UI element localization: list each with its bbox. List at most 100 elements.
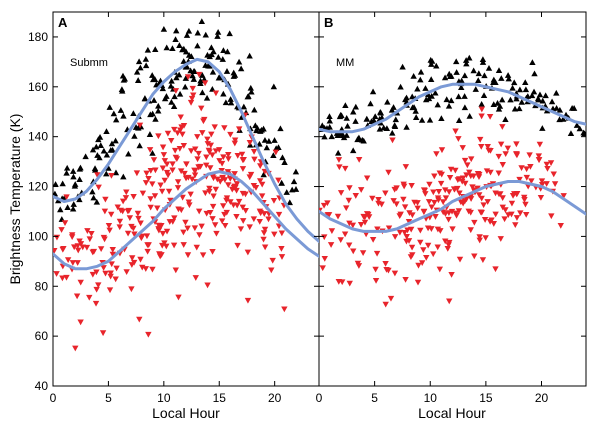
- triangle-down-point-panel-b: [467, 209, 474, 216]
- triangle-down-point-panel-a: [159, 144, 167, 151]
- triangle-down-point-panel-a: [74, 260, 81, 266]
- triangle-up-point-panel-a: [125, 150, 132, 157]
- triangle-down-point-panel-b: [360, 213, 367, 220]
- triangle-down-point-panel-b: [396, 229, 404, 236]
- triangle-down-point-panel-a: [244, 249, 252, 256]
- triangle-up-point-panel-a: [191, 68, 198, 74]
- triangle-up-point-panel-a: [82, 153, 89, 160]
- triangle-up-point-panel-a: [194, 42, 201, 49]
- triangle-up-point-panel-a: [183, 32, 191, 38]
- triangle-down-point-panel-a: [86, 236, 94, 243]
- triangle-up-point-panel-b: [496, 102, 504, 109]
- triangle-up-point-panel-a: [53, 190, 59, 197]
- triangle-down-point-panel-b: [336, 164, 343, 171]
- triangle-up-point-panel-b: [534, 95, 542, 102]
- triangle-up-point-panel-b: [475, 77, 482, 83]
- triangle-up-point-panel-a: [246, 52, 253, 59]
- triangle-down-point-panel-b: [431, 173, 438, 180]
- triangle-up-point-panel-b: [490, 76, 498, 83]
- triangle-up-point-panel-b: [418, 116, 426, 123]
- triangle-down-point-panel-a: [164, 130, 172, 137]
- triangle-up-point-panel-a: [146, 131, 154, 137]
- triangle-up-point-panel-b: [458, 77, 465, 84]
- triangle-down-point-panel-a: [218, 218, 226, 225]
- triangle-down-point-panel-a: [227, 131, 234, 138]
- triangle-down-point-panel-a: [199, 252, 207, 259]
- triangle-down-point-panel-b: [476, 234, 483, 241]
- triangle-down-point-panel-b: [551, 181, 559, 187]
- triangle-down-point-panel-a: [83, 244, 91, 251]
- triangle-up-point-panel-a: [263, 144, 271, 151]
- triangle-down-point-panel-b: [334, 213, 342, 220]
- triangle-up-point-panel-b: [377, 109, 384, 115]
- panel-a-label: Submm: [70, 57, 108, 69]
- triangle-down-point-panel-b: [420, 247, 427, 254]
- triangle-up-point-panel-a: [103, 170, 110, 177]
- triangle-down-point-panel-b: [338, 279, 346, 286]
- triangle-down-point-panel-a: [225, 156, 232, 163]
- triangle-down-point-panel-a: [165, 188, 173, 195]
- triangle-down-point-panel-b: [417, 227, 424, 234]
- triangle-down-point-panel-a: [134, 210, 142, 217]
- triangle-up-point-panel-b: [556, 106, 564, 113]
- triangle-up-point-panel-a: [153, 81, 160, 88]
- triangle-down-point-panel-b: [401, 204, 409, 211]
- triangle-down-point-panel-b: [467, 173, 474, 180]
- triangle-down-point-panel-b: [382, 190, 389, 197]
- triangle-down-point-panel-b: [320, 202, 328, 209]
- triangle-down-point-panel-a: [260, 230, 268, 236]
- triangle-down-point-panel-a: [233, 214, 240, 220]
- triangle-down-point-panel-a: [192, 146, 199, 153]
- triangle-up-point-panel-a: [93, 198, 101, 205]
- triangle-up-point-panel-a: [180, 58, 187, 64]
- triangle-down-point-panel-b: [391, 270, 399, 277]
- triangle-down-point-panel-a: [278, 254, 286, 260]
- triangle-up-point-panel-a: [120, 112, 127, 119]
- triangle-down-point-panel-b: [363, 175, 371, 182]
- triangle-down-point-panel-a: [194, 156, 201, 163]
- triangle-down-point-panel-b: [425, 199, 433, 205]
- triangle-down-point-panel-a: [275, 211, 283, 218]
- triangle-down-point-panel-a: [179, 194, 186, 201]
- triangle-down-point-panel-a: [58, 227, 65, 233]
- triangle-down-point-panel-b: [477, 209, 484, 216]
- triangle-down-point-panel-a: [195, 71, 203, 78]
- x-tick-label-panel-b: 20: [535, 391, 549, 405]
- triangle-up-point-panel-b: [434, 101, 441, 108]
- triangle-down-point-panel-a: [71, 244, 78, 251]
- triangle-up-point-panel-b: [410, 73, 417, 79]
- triangle-down-point-panel-a: [180, 242, 187, 248]
- triangle-down-point-panel-a: [237, 226, 245, 233]
- triangle-up-point-panel-a: [163, 93, 170, 99]
- triangle-down-point-panel-a: [183, 161, 190, 168]
- triangle-down-point-panel-a: [206, 185, 213, 192]
- triangle-up-point-panel-b: [522, 86, 530, 93]
- triangle-down-point-panel-a: [84, 228, 91, 234]
- triangle-down-point-panel-a: [76, 238, 83, 245]
- triangle-down-point-panel-b: [463, 196, 470, 203]
- triangle-up-point-panel-b: [461, 93, 468, 99]
- triangle-down-point-panel-a: [190, 92, 197, 99]
- triangle-down-point-panel-b: [522, 201, 529, 208]
- triangle-up-point-panel-a: [220, 47, 227, 54]
- triangle-down-point-panel-b: [477, 136, 484, 143]
- triangle-down-point-panel-a: [101, 208, 109, 215]
- triangle-down-point-panel-a: [221, 223, 229, 229]
- triangle-up-point-panel-a: [144, 46, 152, 53]
- triangle-up-point-panel-a: [63, 164, 71, 171]
- triangle-up-point-panel-b: [568, 104, 576, 111]
- triangle-down-point-panel-a: [92, 300, 100, 307]
- triangle-down-point-panel-a: [265, 216, 272, 223]
- triangle-up-point-panel-b: [397, 83, 404, 90]
- triangle-down-point-panel-a: [176, 145, 184, 152]
- triangle-down-point-panel-a: [211, 222, 219, 228]
- triangle-down-point-panel-b: [464, 162, 471, 169]
- triangle-down-point-panel-b: [428, 204, 435, 211]
- triangle-down-point-panel-b: [436, 266, 444, 273]
- triangle-down-point-panel-b: [442, 211, 449, 217]
- triangle-up-point-panel-a: [94, 152, 101, 158]
- triangle-down-point-panel-a: [186, 202, 193, 209]
- triangle-up-point-panel-a: [108, 140, 116, 147]
- triangle-down-point-panel-a: [155, 133, 162, 140]
- y-tick-label: 100: [28, 229, 48, 243]
